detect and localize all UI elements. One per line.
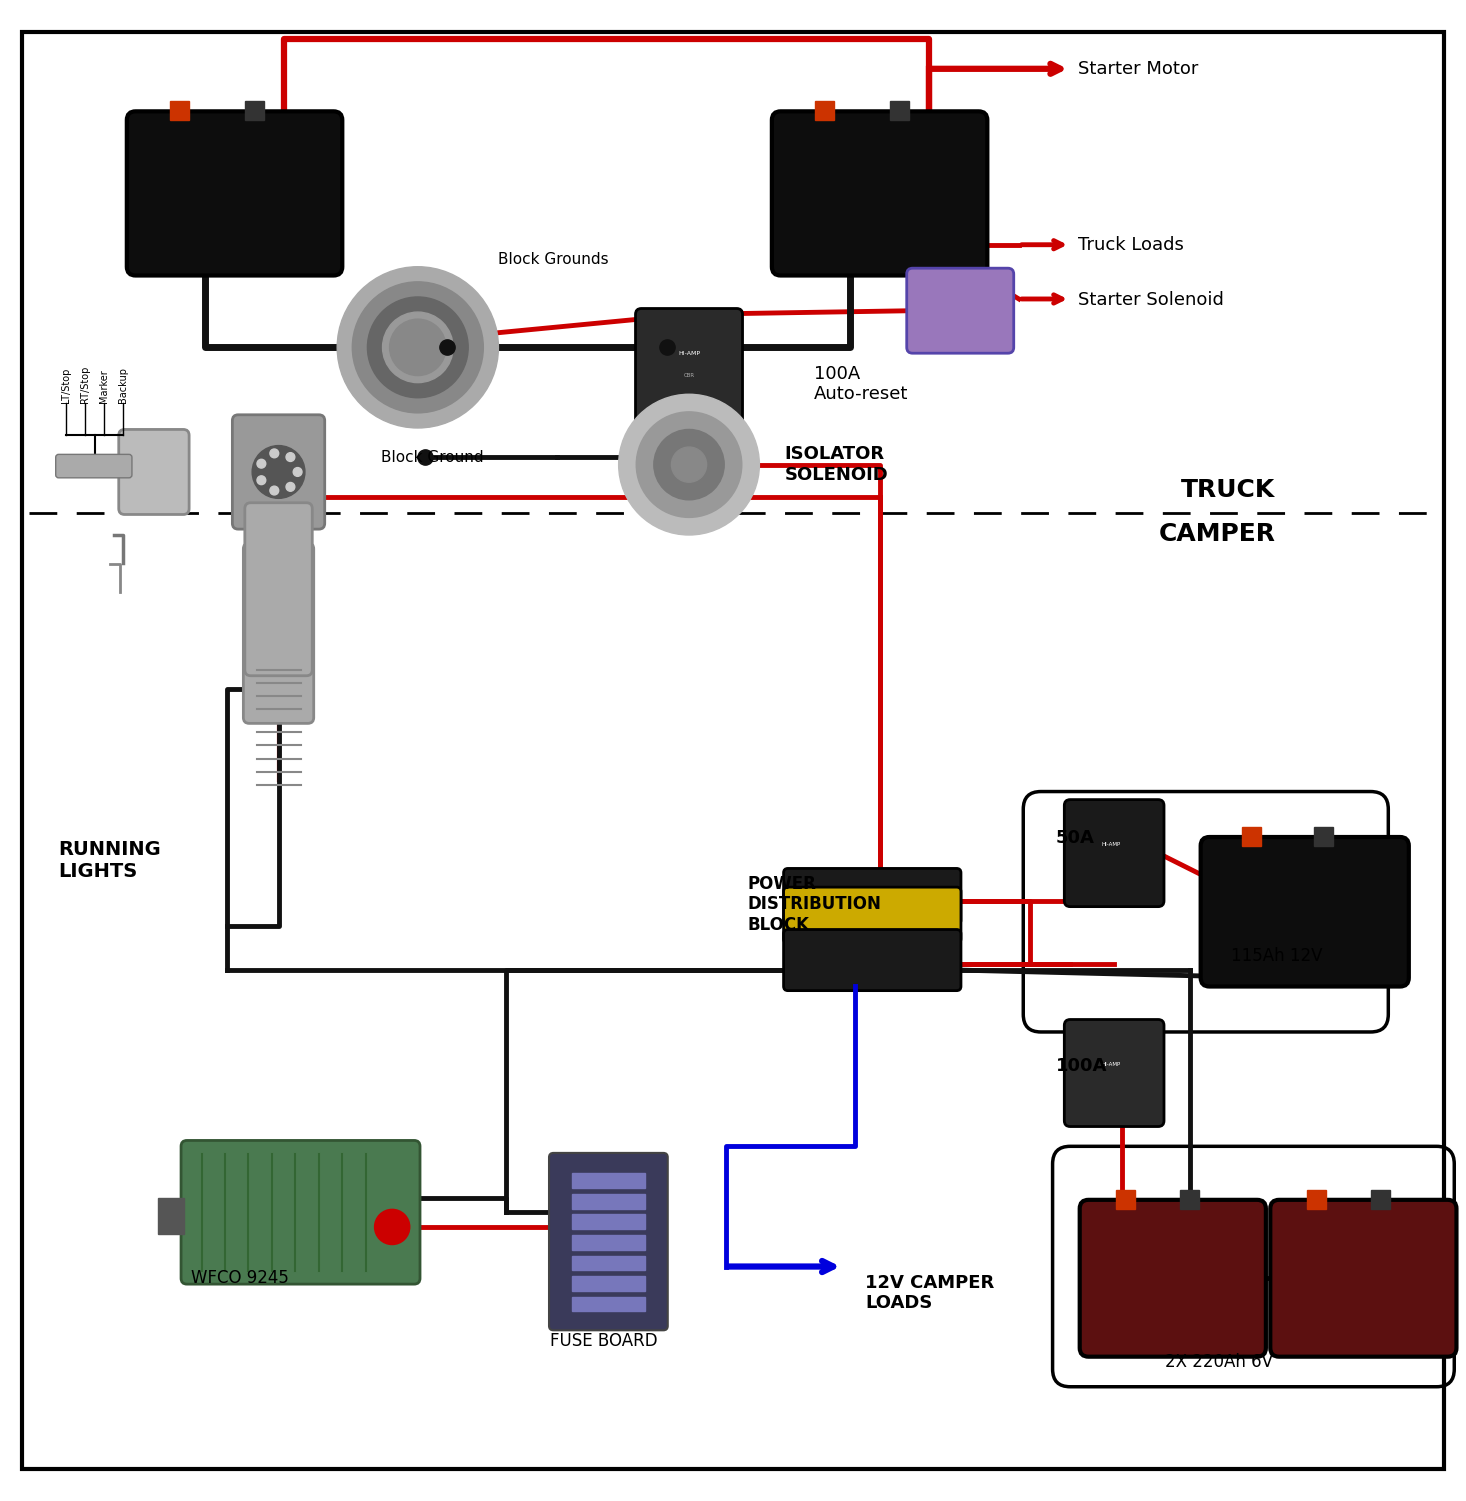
FancyBboxPatch shape [783, 887, 962, 943]
Bar [245, 101, 264, 120]
Text: CBR: CBR [683, 372, 695, 378]
Text: 12V CAMPER
LOADS: 12V CAMPER LOADS [865, 1273, 994, 1312]
FancyBboxPatch shape [636, 309, 742, 431]
Text: 2X 220Ah 6V: 2X 220Ah 6V [1165, 1352, 1274, 1370]
FancyBboxPatch shape [1064, 800, 1164, 907]
FancyBboxPatch shape [56, 455, 132, 477]
FancyBboxPatch shape [1064, 1019, 1164, 1127]
Text: Block Grounds: Block Grounds [498, 252, 608, 267]
Text: Block Ground: Block Ground [381, 450, 484, 465]
Text: FUSE BOARD: FUSE BOARD [550, 1333, 657, 1351]
Circle shape [654, 429, 724, 500]
Text: Truck Loads: Truck Loads [1078, 236, 1183, 254]
Bar [1314, 827, 1334, 845]
Bar [572, 1276, 645, 1291]
Bar [1180, 1190, 1199, 1208]
Circle shape [619, 395, 759, 534]
Bar [1371, 1190, 1390, 1208]
FancyBboxPatch shape [232, 414, 325, 530]
FancyBboxPatch shape [1270, 1199, 1457, 1357]
Bar [890, 101, 909, 120]
Bar [815, 101, 834, 120]
Text: HI-AMP: HI-AMP [1101, 842, 1121, 847]
Bar [572, 1174, 645, 1189]
Circle shape [293, 468, 302, 476]
Text: HI-AMP: HI-AMP [677, 351, 701, 356]
FancyBboxPatch shape [1079, 1199, 1267, 1357]
Text: TRUCK: TRUCK [1182, 477, 1275, 501]
Circle shape [368, 297, 468, 398]
Bar [572, 1235, 645, 1250]
Text: RT/Stop: RT/Stop [81, 366, 89, 404]
Text: POWER
DISTRIBUTION
BLOCK: POWER DISTRIBUTION BLOCK [748, 875, 881, 934]
Circle shape [252, 446, 305, 498]
Circle shape [397, 327, 438, 368]
Circle shape [352, 282, 484, 413]
Circle shape [383, 312, 453, 383]
FancyBboxPatch shape [182, 1141, 419, 1285]
Text: Backup: Backup [119, 368, 128, 404]
Circle shape [257, 476, 265, 485]
Text: Marker: Marker [100, 369, 108, 404]
Circle shape [257, 459, 265, 468]
Text: HI-AMP: HI-AMP [1101, 1061, 1121, 1067]
FancyBboxPatch shape [1201, 838, 1409, 986]
Bar [170, 101, 189, 120]
FancyBboxPatch shape [783, 929, 962, 991]
Bar [660, 425, 718, 461]
Text: 50A: 50A [1056, 830, 1095, 848]
FancyBboxPatch shape [245, 503, 312, 675]
Circle shape [636, 411, 742, 518]
Circle shape [270, 449, 279, 458]
Text: RUNNING
LIGHTS: RUNNING LIGHTS [59, 841, 161, 881]
Text: 100A
Auto-reset: 100A Auto-reset [814, 365, 907, 404]
FancyBboxPatch shape [906, 269, 1014, 353]
Text: 115Ah 12V: 115Ah 12V [1231, 947, 1322, 965]
FancyBboxPatch shape [126, 111, 343, 276]
Circle shape [374, 1210, 409, 1244]
Circle shape [390, 320, 446, 375]
FancyBboxPatch shape [783, 869, 962, 925]
FancyBboxPatch shape [771, 111, 988, 276]
Bar [1306, 1190, 1325, 1208]
Text: WFCO 9245: WFCO 9245 [191, 1270, 289, 1288]
Text: LT/Stop: LT/Stop [62, 368, 70, 404]
Bar [1242, 827, 1261, 845]
Circle shape [337, 267, 498, 428]
Circle shape [286, 453, 295, 461]
Bar [572, 1255, 645, 1270]
Text: Starter Solenoid: Starter Solenoid [1078, 291, 1224, 309]
Circle shape [270, 486, 279, 495]
Text: CAMPER: CAMPER [1158, 521, 1275, 545]
Text: ISOLATOR
SOLENOID: ISOLATOR SOLENOID [784, 446, 888, 483]
Circle shape [286, 482, 295, 491]
Bar [572, 1193, 645, 1208]
Text: 100A: 100A [1056, 1057, 1107, 1075]
FancyBboxPatch shape [119, 429, 189, 515]
Bar [572, 1297, 645, 1312]
Bar [158, 1198, 185, 1234]
Circle shape [671, 447, 707, 482]
Text: Starter Motor: Starter Motor [1078, 60, 1198, 78]
FancyBboxPatch shape [550, 1153, 668, 1330]
FancyBboxPatch shape [243, 543, 314, 723]
Bar [1116, 1190, 1135, 1208]
Bar [572, 1214, 645, 1229]
